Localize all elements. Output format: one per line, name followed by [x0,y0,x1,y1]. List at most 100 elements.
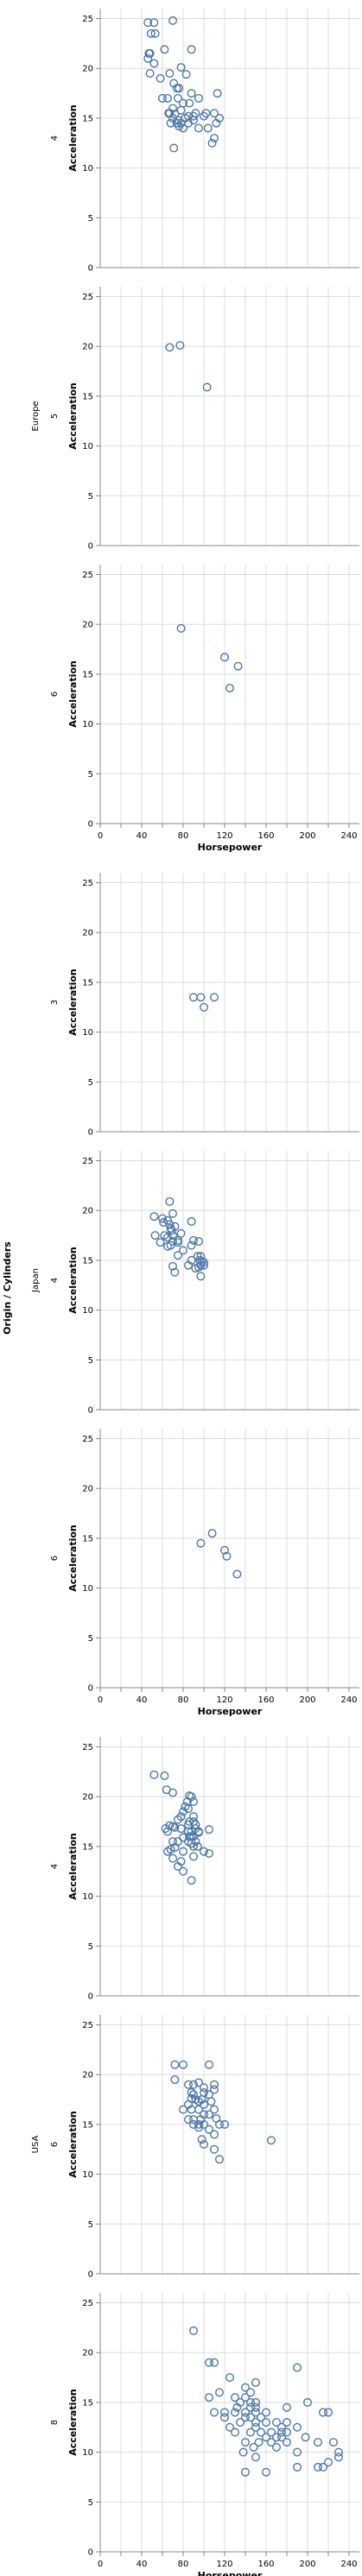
data-point [257,2413,266,2422]
x-tick-label: 40 [137,831,148,841]
x-tick-label: 120 [216,831,232,841]
y-tick-label: 5 [88,1942,93,1952]
data-point [159,1218,168,1228]
data-point [272,2442,282,2452]
row-group-label-europe: Europe [31,401,41,431]
data-point [196,1252,206,1261]
y-tick-label: 15 [82,392,93,401]
data-point [209,133,219,142]
data-point [324,2458,333,2467]
y-tick-label: 10 [82,442,93,451]
data-point [283,2417,292,2427]
data-point [191,109,200,118]
data-point [246,2413,256,2422]
data-point [183,1804,193,1814]
data-point [214,2119,224,2129]
data-point [183,2080,193,2089]
x-tick-label: 40 [137,1695,148,1705]
data-point [222,1551,232,1561]
data-points [176,623,243,693]
data-point [319,2462,328,2472]
data-point [176,1824,186,1834]
data-point [191,1264,200,1273]
data-point [283,2438,292,2447]
data-point [241,2467,251,2477]
data-point [204,2110,213,2119]
data-point [293,2363,302,2372]
data-point [231,2393,240,2402]
y-axis-title: Acceleration [67,1525,79,1592]
x-tick-label: 0 [98,2560,103,2569]
data-point [257,2428,266,2437]
data-point [165,343,175,352]
data-point [241,2413,251,2422]
data-point [262,2433,271,2442]
data-point [267,2438,276,2447]
data-point [176,63,186,73]
data-point [262,2417,271,2427]
y-tick-label: 15 [82,2120,93,2130]
data-point [175,341,185,350]
y-axis-title: Acceleration [67,382,79,450]
y-tick-label: 0 [88,1992,93,2002]
data-point [166,118,175,128]
data-point [209,2105,219,2114]
data-point [251,2397,261,2407]
data-point [197,2095,206,2105]
data-point [176,1228,186,1238]
y-tick-label: 20 [82,1793,93,1803]
data-point [168,1853,177,1863]
x-tick-label: 240 [340,2560,357,2569]
data-point [213,89,222,98]
x-tick-label: 240 [340,1695,357,1705]
data-point [267,2428,276,2437]
data-point [181,70,191,79]
row-label-cylinders: 4 [50,136,60,141]
grid-lines [99,2015,359,2275]
y-tick-label: 0 [88,1128,93,1138]
grid-lines [99,1151,359,1411]
data-point [246,2388,256,2397]
data-point [199,2083,208,2093]
data-point [156,73,165,83]
y-tick-label: 15 [82,670,93,679]
data-point [209,109,219,118]
data-point [324,2408,333,2417]
data-point [170,2060,180,2069]
x-tick-label: 80 [178,831,189,841]
data-point [238,2447,248,2457]
data-point [194,1236,203,1246]
data-point [156,1238,165,1247]
x-tick-label: 0 [98,831,103,841]
data-point [173,1251,182,1260]
data-point [143,54,153,63]
row-group-label-usa: USA [31,2135,41,2153]
data-points [149,1770,213,1885]
data-point [214,2155,224,2164]
y-tick-label: 0 [88,1684,93,1694]
data-point [199,2099,208,2109]
data-point [303,2397,313,2407]
data-point [214,2388,224,2397]
y-tick-label: 25 [82,293,93,302]
data-point [219,2119,229,2129]
data-point [187,2093,196,2103]
y-tick-label: 15 [82,114,93,123]
data-point [272,2433,282,2442]
x-tick-label: 80 [178,1695,189,1705]
data-point [143,18,153,28]
row-label-cylinders: 3 [50,1000,60,1005]
data-point [149,18,159,28]
data-point [168,1231,177,1241]
data-point [206,2097,216,2106]
y-axis-title: Acceleration [67,1833,79,1900]
data-point [209,2085,219,2094]
row-label-cylinders: 6 [50,2142,60,2147]
y-tick-label: 5 [88,1078,93,1088]
data-point [293,2447,302,2457]
data-point [173,1861,182,1871]
x-tick-label: 200 [299,2560,315,2569]
data-points [143,16,224,153]
data-point [164,109,174,118]
data-point [241,2408,251,2417]
